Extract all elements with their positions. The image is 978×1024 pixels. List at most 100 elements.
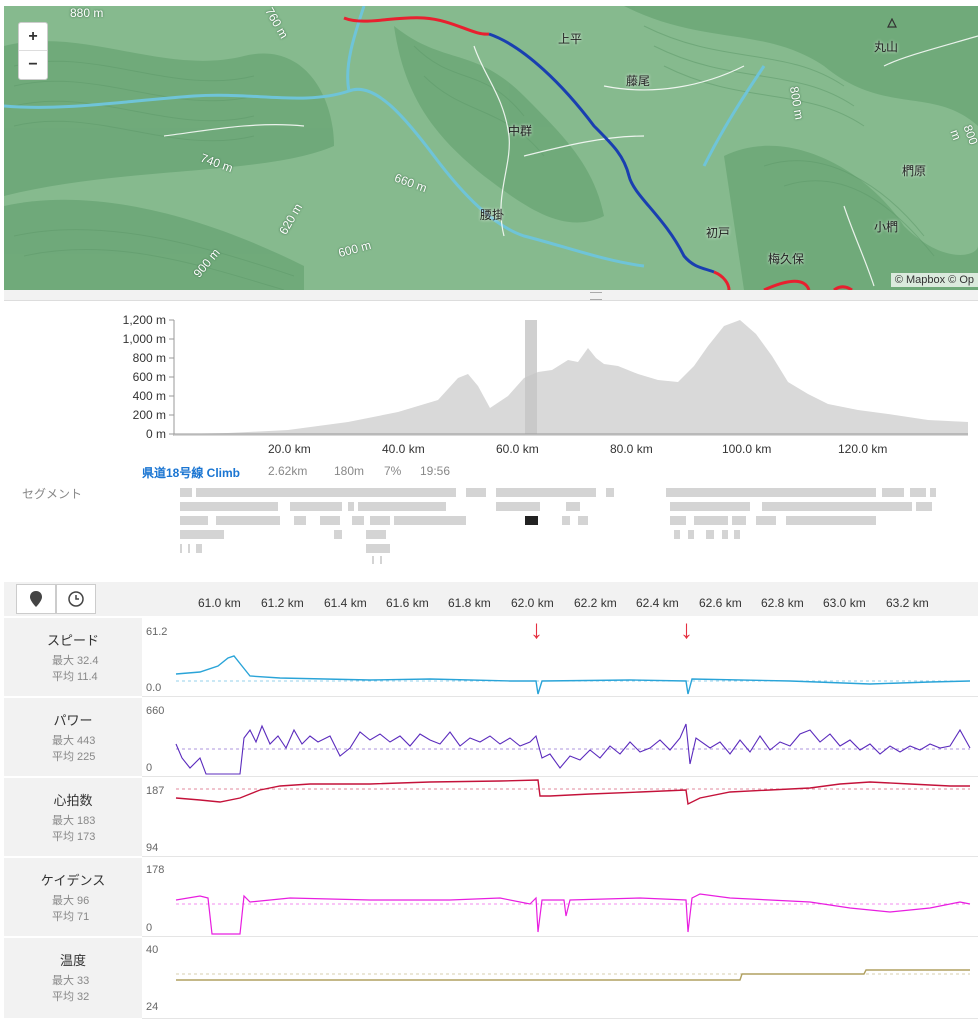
stream-charts[interactable]: [170, 618, 974, 1018]
elevation-y-tick: 0 m: [145, 427, 166, 441]
panel-separator: [142, 1018, 978, 1019]
panel-separator: [142, 696, 978, 697]
zoom-control: + −: [18, 22, 48, 80]
elevation-x-tick: 60.0 km: [496, 442, 539, 456]
detail-x-tick: 61.6 km: [386, 596, 429, 610]
mountain-peak-icon: [887, 18, 897, 28]
detail-x-tick: 62.6 km: [699, 596, 742, 610]
segment-name-link[interactable]: 県道18号線 Climb: [142, 466, 241, 480]
temperature-panel: 温度 最大 33 平均 32: [4, 938, 142, 1020]
map-terrain: [4, 6, 978, 290]
detail-x-tick: 62.4 km: [636, 596, 679, 610]
map-pin-icon: [30, 591, 42, 607]
location-mode-button[interactable]: [16, 584, 56, 614]
panel-title: ケイデンス: [40, 873, 106, 888]
panel-separator: [142, 856, 978, 857]
scale-top: 61.2: [146, 626, 168, 638]
segment-time: 19:56: [420, 464, 451, 478]
elevation-y-tick: 400 m: [132, 389, 166, 403]
panel-avg: 平均 225: [52, 751, 96, 763]
panel-separator: [142, 776, 978, 777]
zoom-in-button[interactable]: +: [19, 23, 47, 51]
place-label: 小椚: [874, 220, 899, 234]
panel-title: 心拍数: [53, 793, 93, 808]
elevation-y-tick: 1,200 m: [122, 313, 166, 327]
panel-title: スピード: [46, 633, 99, 648]
panel-separator: [142, 936, 978, 937]
panel-max: 最大 33: [52, 975, 90, 987]
panel-avg: 平均 32: [52, 991, 90, 1003]
elevation-y-tick: 1,000 m: [122, 332, 166, 346]
scale-top: 660: [146, 705, 165, 717]
place-label: 初戸: [706, 226, 731, 240]
scale-bottom: 24: [146, 1001, 159, 1013]
detail-x-tick: 61.0 km: [198, 596, 241, 610]
elevation-x-tick: 40.0 km: [382, 442, 425, 456]
elevation-x-tick: 100.0 km: [722, 442, 772, 456]
power-line: [175, 723, 971, 775]
detail-x-tick: 62.2 km: [574, 596, 617, 610]
power-panel: パワー 最大 443 平均 225: [4, 698, 142, 778]
panel-avg: 平均 173: [52, 831, 96, 843]
elevation-x-tick: 120.0 km: [838, 442, 888, 456]
detail-toolbar: [4, 582, 978, 616]
zoom-out-button[interactable]: −: [28, 56, 38, 73]
place-label: 梅久保: [768, 252, 805, 266]
cadence-panel: ケイデンス 最大 96 平均 71: [4, 858, 142, 938]
place-label: 丸山: [874, 40, 899, 54]
cadence-line: [175, 893, 971, 935]
panel-title: パワー: [53, 713, 93, 728]
resize-bar[interactable]: [4, 290, 978, 301]
speed-panel: スピード 最大 32.4 平均 11.4: [4, 618, 142, 698]
segment-grade: 7%: [384, 464, 402, 478]
elevation-area: [174, 320, 968, 436]
detail-x-tick: 62.8 km: [761, 596, 804, 610]
elevation-x-tick: 20.0 km: [268, 442, 311, 456]
scale-bottom: 0.0: [146, 682, 162, 694]
marker-arrow-icon: ↓: [680, 614, 693, 644]
detail-x-tick: 63.0 km: [823, 596, 866, 610]
place-label: 中群: [508, 124, 533, 138]
heart-rate-line: [175, 779, 970, 806]
detail-x-tick: 61.2 km: [261, 596, 304, 610]
contour-label: 880 m: [70, 6, 104, 20]
panel-title: 温度: [59, 953, 86, 968]
panel-max: 最大 183: [52, 815, 96, 827]
segment-bars[interactable]: [176, 486, 966, 566]
elevation-x-tick: 80.0 km: [610, 442, 653, 456]
detail-x-tick: 63.2 km: [886, 596, 929, 610]
detail-x-tick: 61.8 km: [448, 596, 491, 610]
scale-bottom: 0: [146, 762, 153, 774]
speed-line: [175, 655, 971, 695]
selected-segment-bar[interactable]: [525, 516, 538, 525]
detail-x-tick: 62.0 km: [511, 596, 554, 610]
scale-top: 178: [146, 864, 165, 876]
panel-max: 最大 443: [52, 735, 96, 747]
elevation-chart[interactable]: [168, 316, 972, 440]
scale-top: 40: [146, 944, 159, 956]
place-label: 腰掛: [480, 208, 505, 222]
scale-top: 187: [146, 785, 165, 797]
temperature-line: [176, 969, 970, 981]
resize-grip-icon[interactable]: [590, 292, 602, 300]
elevation-y-tick: 200 m: [132, 408, 166, 422]
panel-max: 最大 32.4: [52, 655, 99, 667]
scale-bottom: 0: [146, 922, 153, 934]
heart-rate-panel: 心拍数 最大 183 平均 173: [4, 778, 142, 858]
place-label: 上平: [558, 32, 583, 46]
time-mode-button[interactable]: [56, 584, 96, 614]
map-attribution[interactable]: © Mapbox © Op: [890, 273, 978, 287]
segment-elevation: 180m: [334, 464, 365, 478]
elevation-y-tick: 600 m: [132, 370, 166, 384]
segments-label: セグメント: [22, 487, 83, 501]
detail-x-tick: 61.4 km: [324, 596, 367, 610]
segment-distance: 2.62km: [268, 464, 308, 478]
place-label: 椚原: [902, 164, 927, 178]
panel-max: 最大 96: [52, 895, 90, 907]
marker-arrow-icon: ↓: [530, 614, 543, 644]
elevation-y-tick: 800 m: [132, 351, 166, 365]
route-map[interactable]: 上平 藤尾 中群 腰掛 初戸 梅久保 丸山 椚原 小椚 880 m 760 m …: [4, 6, 978, 290]
panel-avg: 平均 71: [52, 911, 90, 923]
clock-icon: [68, 591, 84, 607]
panel-avg: 平均 11.4: [52, 671, 98, 683]
